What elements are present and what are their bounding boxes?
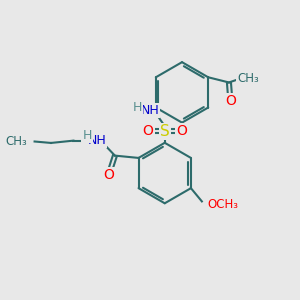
Text: O: O [225,94,236,108]
Text: O: O [103,168,114,182]
Text: H: H [82,129,92,142]
Text: S: S [160,124,169,139]
Text: O: O [142,124,154,138]
Text: NH: NH [88,134,106,147]
Text: OCH₃: OCH₃ [207,198,238,212]
Text: H: H [133,100,142,114]
Text: CH₃: CH₃ [6,135,27,148]
Text: CH₃: CH₃ [237,72,259,85]
Text: NH: NH [140,104,159,117]
Text: O: O [176,124,187,138]
